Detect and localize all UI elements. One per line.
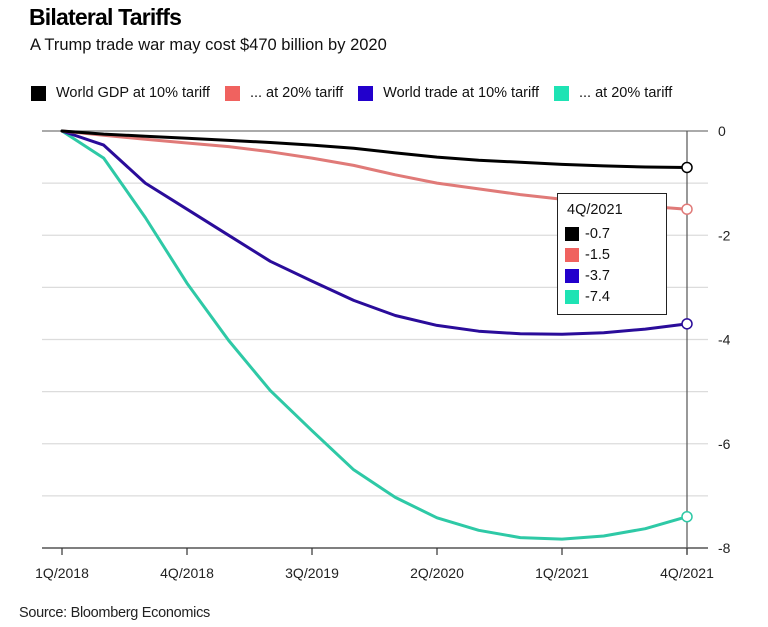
legend-swatch-blue	[358, 85, 374, 101]
x-tick-label: 1Q/2021	[535, 565, 589, 581]
tooltip-swatch-red	[565, 247, 579, 262]
tooltip-title: 4Q/2021	[567, 202, 623, 218]
tooltip-value: -7.4	[585, 288, 610, 305]
tooltip-row-world-gdp-20: -1.5	[565, 244, 666, 265]
series-line-0	[60, 129, 689, 169]
source-note: Source: Bloomberg Economics	[19, 605, 210, 621]
tooltip-row-world-trade-10: -3.7	[565, 265, 666, 286]
x-tick-label: 3Q/2019	[285, 565, 339, 581]
tooltip-value: -0.7	[585, 225, 610, 242]
y-tick-label: -6	[718, 436, 731, 452]
hover-tooltip: 4Q/2021 -0.7 -1.5 -3.7 -7.4	[557, 193, 667, 315]
legend-label: ... at 20% tariff	[579, 85, 673, 101]
endpoint-marker-3	[681, 510, 693, 523]
legend-item-world-gdp-10[interactable]: World GDP at 10% tariff	[31, 85, 210, 101]
legend-item-world-trade-20[interactable]: ... at 20% tariff	[554, 85, 672, 101]
tooltip-value: -1.5	[585, 246, 610, 263]
gridlines	[42, 182, 708, 497]
tooltip-swatch-black	[565, 226, 579, 241]
axes: 0 -2 -4 -6 -8 1Q/2018 4Q/2018 3Q/2019 2Q/2020 1Q/…	[35, 123, 731, 581]
tooltip-swatch-teal	[565, 289, 579, 304]
y-tick-label: 0	[718, 123, 726, 139]
y-tick-label: -8	[718, 540, 731, 556]
legend-label: World GDP at 10% tariff	[56, 85, 210, 101]
series-line-2	[60, 129, 689, 336]
legend-label: ... at 20% tariff	[249, 85, 344, 101]
tooltip-swatch-blue	[565, 268, 579, 283]
legend-label: World trade at 10% tariff	[383, 85, 539, 101]
legend-item-world-trade-10[interactable]: World trade at 10% tariff	[358, 85, 539, 101]
legend-swatch-teal	[554, 85, 569, 101]
endpoint-markers	[681, 161, 693, 523]
endpoint-marker-2	[681, 318, 693, 330]
legend-swatch-black	[31, 85, 46, 101]
chart-title: Bilateral Tariffs	[29, 4, 182, 30]
x-tick-label: 2Q/2020	[410, 565, 464, 581]
x-tick-label: 1Q/2018	[35, 565, 89, 581]
legend-swatch-red	[224, 85, 240, 101]
legend-item-world-gdp-20[interactable]: ... at 20% tariff	[224, 85, 344, 101]
x-tick-label: 4Q/2018	[160, 565, 214, 581]
chart-subtitle: A Trump trade war may cost $470 billion …	[30, 36, 387, 54]
x-tick-label: 4Q/2021	[660, 565, 714, 581]
endpoint-marker-0	[681, 161, 693, 174]
chart-legend: World GDP at 10% tariff ... at 20% tarif…	[31, 85, 687, 101]
endpoint-marker-1	[681, 203, 693, 215]
tooltip-row-world-trade-20: -7.4	[565, 286, 666, 307]
series-line-3	[60, 129, 689, 541]
tooltip-value: -3.7	[585, 267, 610, 284]
y-tick-label: -2	[718, 227, 731, 243]
y-tick-label: -4	[718, 332, 731, 348]
tooltip-row-world-gdp-10: -0.7	[565, 223, 666, 244]
